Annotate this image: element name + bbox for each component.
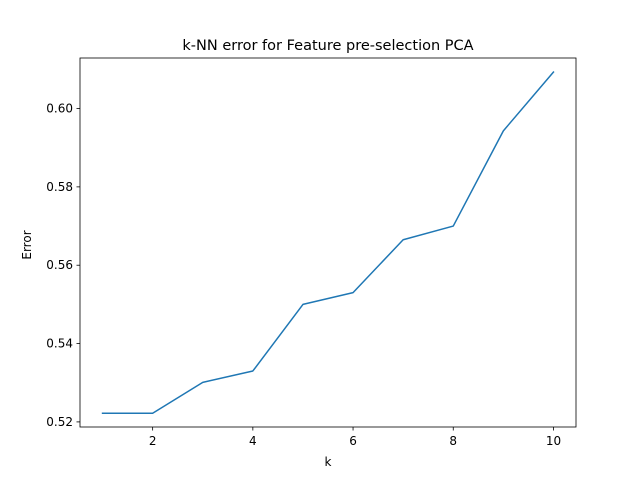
x-tick-label-6: 6 [349,434,357,448]
y-tick-label-1: 0.54 [46,337,73,351]
plot-area: 2 4 6 8 10 0.52 0.54 0.56 0.58 0.60 [46,57,577,448]
x-tick-label-10: 10 [546,434,561,448]
x-tick-label-4: 4 [249,434,257,448]
y-tick-label-0: 0.52 [46,415,73,429]
y-tick-label-2: 0.56 [46,258,73,272]
x-axis-label: k [325,455,332,469]
chart-title: k-NN error for Feature pre-selection PCA [182,38,473,54]
y-tick-label-4: 0.60 [46,102,73,116]
y-tick-label-3: 0.58 [46,180,73,194]
y-axis-label: Error [20,230,34,259]
x-tick-label-8: 8 [449,434,457,448]
x-tick-label-2: 2 [149,434,157,448]
axes-frame [79,57,577,428]
series-line-0 [101,71,555,415]
